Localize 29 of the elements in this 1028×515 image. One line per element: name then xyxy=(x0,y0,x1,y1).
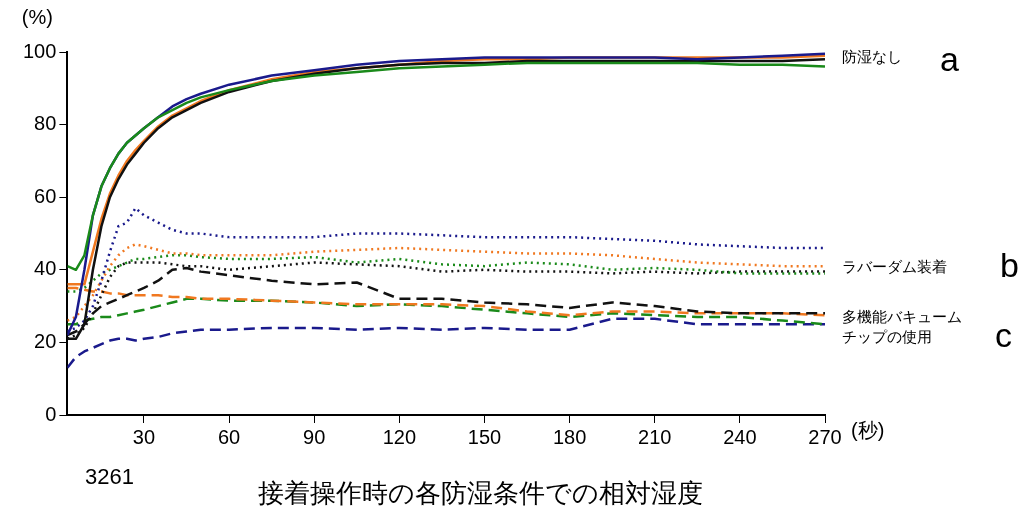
text: b xyxy=(1000,246,1019,285)
y-axis-title: (%) xyxy=(21,5,53,28)
text: a xyxy=(940,40,959,79)
text: 3261 xyxy=(85,464,134,490)
x-tick-label: 120 xyxy=(382,425,417,448)
y-tick-label: 100 xyxy=(22,39,57,62)
text: ラバーダム装着 xyxy=(842,258,947,276)
x-tick-label: 150 xyxy=(467,425,502,448)
line-series xyxy=(67,297,825,326)
x-tick-label: 270 xyxy=(808,425,842,448)
x-tick-label: 60 xyxy=(217,425,241,448)
y-tick-label: 40 xyxy=(34,257,57,280)
line-series xyxy=(67,254,825,293)
text: c xyxy=(995,316,1012,355)
y-tick-label: 80 xyxy=(34,112,57,135)
x-tick-label: 210 xyxy=(638,425,672,448)
line-series xyxy=(67,317,825,370)
x-tick-label: 180 xyxy=(552,425,587,448)
y-tick-label: 0 xyxy=(45,402,57,425)
y-tick-label: 60 xyxy=(34,184,57,207)
x-tick-label: 90 xyxy=(303,425,326,448)
x-tick-label: 240 xyxy=(723,425,757,448)
text: 防湿なし xyxy=(842,48,902,66)
text: 多機能バキュームチップの使用 xyxy=(842,308,962,346)
x-tick-label: 30 xyxy=(132,425,156,448)
text: 接着操作時の各防湿条件での相対湿度 xyxy=(257,478,703,509)
y-tick-label: 20 xyxy=(34,329,57,352)
line-series xyxy=(67,243,825,322)
x-axis-title: (秒) xyxy=(851,418,885,441)
